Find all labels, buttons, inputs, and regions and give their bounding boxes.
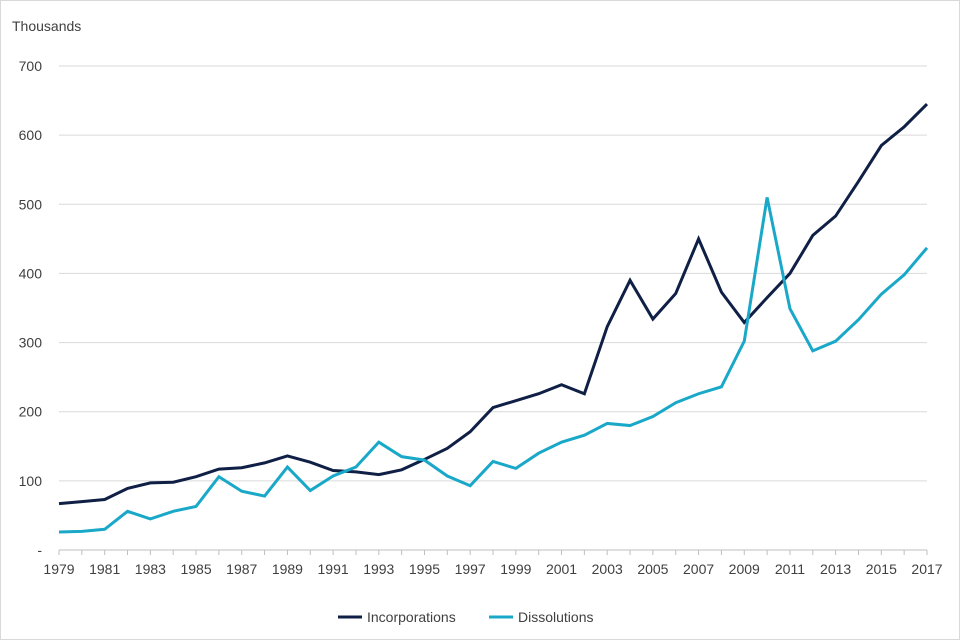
x-tick-label: 2013 [820,561,851,577]
legend-label-incorporations: Incorporations [367,609,456,625]
y-tick-label: 400 [19,265,43,281]
x-tick-label: 2015 [866,561,897,577]
x-tick-label: 2001 [546,561,577,577]
y-tick-label: 200 [19,404,43,420]
series-line-incorporations [58,102,929,506]
x-tick-label: 2007 [683,561,714,577]
x-tick-label: 2017 [911,561,942,577]
x-tick-label: 1999 [500,561,531,577]
y-tick-label: 100 [19,473,43,489]
legend-label-dissolutions: Dissolutions [518,609,593,625]
x-tick-label: 1987 [226,561,257,577]
x-tick-label: 1981 [89,561,120,577]
x-tick-label: 1995 [409,561,440,577]
x-axis-ticks: 1979 1981 1983 1985 1987 1989 1991 1993 1995 1997… [43,550,943,577]
x-tick-label: 1989 [272,561,303,577]
x-tick-label: 2009 [729,561,760,577]
series-line-dissolutions [58,197,929,534]
x-tick-label: 1993 [363,561,394,577]
y-axis-ticks: - 100 200 300 400 500 600 700 [19,58,43,558]
x-tick-label: 1991 [318,561,349,577]
y-tick-label: - [37,542,42,558]
x-tick-label: 2003 [592,561,623,577]
y-tick-label: 600 [19,127,43,143]
y-tick-label: 700 [19,58,43,74]
series-lines [58,102,929,534]
legend: Incorporations Dissolutions [338,609,593,625]
gridlines [59,65,927,551]
x-tick-label: 1983 [135,561,166,577]
y-tick-label: 300 [19,335,43,351]
x-tick-label: 2005 [637,561,668,577]
x-tick-label: 1979 [43,561,74,577]
x-tick-label: 2011 [775,561,805,577]
x-tick-label: 1997 [455,561,486,577]
y-axis-unit-label: Thousands [12,18,81,34]
y-tick-label: 500 [19,196,43,212]
x-tick-label: 1985 [180,561,211,577]
